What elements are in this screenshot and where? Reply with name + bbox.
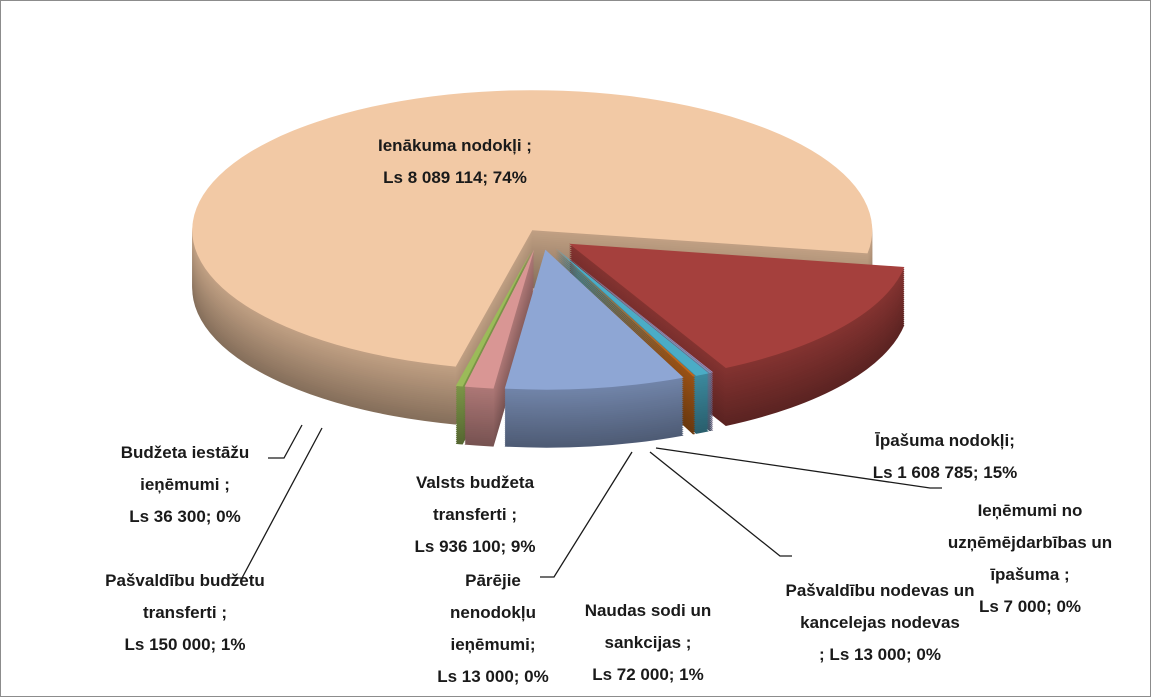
data-label: Īpašuma nodokļi; Ls 1 608 785; 15% xyxy=(815,425,1075,489)
leader-lines xyxy=(228,424,942,579)
value-label: ; Ls 13 000; 0% xyxy=(819,645,941,664)
category-label: Budžeta iestāžu ieņēmumi ; xyxy=(120,443,250,494)
slice xyxy=(504,249,684,390)
leader-line xyxy=(268,424,303,459)
data-label: Pašvaldību budžetu transferti ; Ls 150 00… xyxy=(70,565,300,661)
slice xyxy=(192,90,873,367)
slice-side xyxy=(554,256,696,385)
value-label: Ls 36 300; 0% xyxy=(129,507,241,526)
slice xyxy=(556,248,714,373)
slice xyxy=(556,248,712,374)
leader-line xyxy=(655,447,942,489)
data-label: Ieņēmumi no uzņēmējdarbības un īpašuma ;… xyxy=(935,495,1125,623)
pie xyxy=(192,90,905,448)
category-label: Pašvaldību budžetu transferti ; xyxy=(105,571,265,622)
category-label: Ienākuma nodokļi ; xyxy=(378,136,532,155)
data-label: Ienākuma nodokļi ; Ls 8 089 114; 74% xyxy=(305,130,605,194)
slice-side xyxy=(554,252,696,381)
category-label: Ieņēmumi no uzņēmējdarbības un īpašuma ; xyxy=(947,501,1113,584)
value-label: Ls 72 000; 1% xyxy=(592,665,704,684)
data-label: Pārējie nenodokļu ieņēmumi; Ls 13 000; 0% xyxy=(433,565,553,693)
slice xyxy=(555,248,709,376)
leader-line xyxy=(228,427,323,579)
data-label: Valsts budžeta transferti ; Ls 936 100; 9… xyxy=(380,467,570,563)
slice-side xyxy=(554,254,696,383)
value-label: Ls 7 000; 0% xyxy=(978,597,1082,616)
slice xyxy=(554,248,696,377)
leader-line xyxy=(649,451,792,557)
leader-line xyxy=(540,451,633,578)
category-label: Īpašuma nodokļi; xyxy=(875,431,1015,450)
category-label: Pašvaldību nodevas un kancelejas nodevas xyxy=(785,581,975,632)
value-label: Ls 936 100; 9% xyxy=(414,537,536,556)
slice-side xyxy=(554,258,696,387)
data-label: Pašvaldību nodevas un kancelejas nodevas… xyxy=(765,575,995,671)
value-label: Ls 8 089 114; 74% xyxy=(383,168,527,187)
slice-side xyxy=(554,250,696,379)
category-label: Naudas sodi un sankcijas ; xyxy=(584,601,712,652)
slice xyxy=(455,249,533,387)
category-label: Valsts budžeta transferti ; xyxy=(415,473,535,524)
data-label: Budžeta iestāžu ieņēmumi ; Ls 36 300; 0% xyxy=(90,437,280,533)
data-label: Naudas sodi un sankcijas ; Ls 72 000; 1% xyxy=(563,595,733,691)
value-label: Ls 13 000; 0% xyxy=(437,667,549,686)
value-label: Ls 150 000; 1% xyxy=(124,635,246,654)
category-label: Pārējie nenodokļu ieņēmumi; xyxy=(450,571,536,654)
slice xyxy=(464,249,535,389)
value-label: Ls 1 608 785; 15% xyxy=(872,463,1018,482)
slice xyxy=(569,243,905,368)
